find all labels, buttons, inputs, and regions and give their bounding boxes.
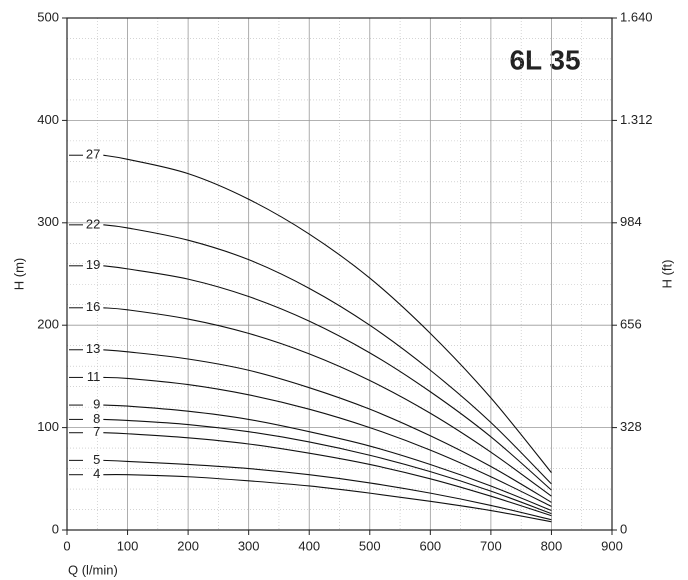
y-tick-label: 400 <box>37 112 59 127</box>
x-tick-label: 600 <box>419 538 441 553</box>
x-tick-label: 700 <box>480 538 502 553</box>
pump-curve <box>103 432 552 517</box>
pump-curve <box>103 474 552 523</box>
y-tick-label: 500 <box>37 9 59 24</box>
plot-frame <box>66 17 613 531</box>
pump-curve <box>103 418 552 515</box>
x-tick-label: 900 <box>601 538 623 553</box>
x-tick-label: 100 <box>117 538 139 553</box>
series-label: 5 <box>93 452 100 467</box>
pump-curve <box>103 265 552 491</box>
series-label: 9 <box>93 397 100 412</box>
series-label: 11 <box>87 369 101 384</box>
y-tick-label: 300 <box>37 214 59 229</box>
x-tick-label: 300 <box>238 538 260 553</box>
y-tick-label: 0 <box>52 521 59 536</box>
x-tick-label: 200 <box>177 538 199 553</box>
chart-title: 6L 35 <box>509 44 580 75</box>
y2-tick-label: 984 <box>620 214 642 229</box>
y2-tick-label: 328 <box>620 419 642 434</box>
pump-curve <box>103 459 552 521</box>
y2-tick-label: 1.312 <box>620 112 653 127</box>
pump-curve <box>103 154 552 474</box>
series-label: 4 <box>93 466 100 481</box>
series-label: 16 <box>86 299 100 314</box>
y2-axis-label: H (ft) <box>659 260 674 289</box>
x-tick-label: 500 <box>359 538 381 553</box>
series-label: 19 <box>86 257 100 272</box>
y2-tick-label: 0 <box>620 521 627 536</box>
pump-curve <box>103 376 552 507</box>
pump-curve <box>103 349 552 503</box>
series-label: 8 <box>93 411 100 426</box>
series-label: 22 <box>86 216 100 231</box>
series-label: 7 <box>93 424 100 439</box>
x-tick-label: 800 <box>541 538 563 553</box>
series-label: 13 <box>86 341 100 356</box>
y-tick-label: 200 <box>37 317 59 332</box>
x-tick-label: 400 <box>298 538 320 553</box>
pump-curve <box>103 404 552 512</box>
y-axis-label: H (m) <box>11 258 26 291</box>
y2-tick-label: 1.640 <box>620 9 653 24</box>
y-tick-label: 100 <box>37 419 59 434</box>
series-label: 27 <box>86 147 100 162</box>
pump-curve <box>103 224 552 485</box>
y2-tick-label: 656 <box>620 317 642 332</box>
x-axis-label: Q (l/min) <box>68 562 118 577</box>
pump-curve <box>103 307 552 497</box>
x-tick-label: 0 <box>63 538 70 553</box>
